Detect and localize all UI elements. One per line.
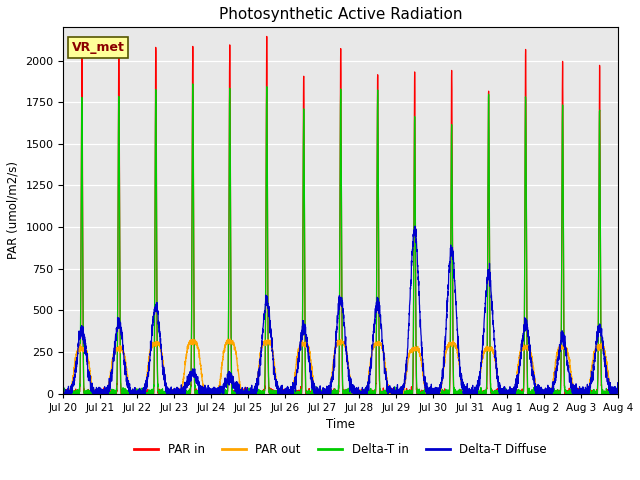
Text: VR_met: VR_met: [72, 41, 125, 54]
Delta-T in: [614, 390, 621, 396]
PAR out: [227, 336, 234, 342]
PAR out: [497, 389, 504, 395]
Line: PAR in: PAR in: [63, 36, 618, 394]
Legend: PAR in, PAR out, Delta-T in, Delta-T Diffuse: PAR in, PAR out, Delta-T in, Delta-T Dif…: [130, 439, 552, 461]
Delta-T Diffuse: [614, 389, 621, 395]
PAR in: [435, 391, 442, 396]
X-axis label: Time: Time: [326, 418, 355, 431]
Delta-T in: [614, 391, 622, 396]
Line: Delta-T Diffuse: Delta-T Diffuse: [63, 226, 618, 394]
Delta-T Diffuse: [465, 388, 473, 394]
PAR out: [614, 389, 622, 395]
Delta-T in: [435, 388, 442, 394]
Delta-T in: [320, 390, 328, 396]
Y-axis label: PAR (umol/m2/s): PAR (umol/m2/s): [7, 161, 20, 259]
PAR in: [159, 391, 167, 396]
Delta-T in: [497, 388, 504, 394]
Delta-T Diffuse: [320, 390, 328, 396]
Delta-T Diffuse: [60, 391, 67, 396]
Delta-T in: [465, 391, 473, 396]
Delta-T Diffuse: [614, 386, 622, 392]
Line: Delta-T in: Delta-T in: [63, 84, 618, 394]
PAR in: [60, 391, 67, 396]
PAR in: [263, 34, 271, 39]
PAR out: [435, 391, 442, 396]
Title: Photosynthetic Active Radiation: Photosynthetic Active Radiation: [219, 7, 462, 22]
PAR out: [614, 390, 621, 396]
Delta-T Diffuse: [435, 391, 442, 396]
PAR in: [60, 387, 67, 393]
Line: PAR out: PAR out: [63, 339, 618, 394]
PAR in: [497, 389, 504, 395]
Delta-T Diffuse: [159, 369, 167, 375]
Delta-T Diffuse: [497, 385, 504, 391]
PAR out: [60, 391, 67, 396]
PAR out: [320, 390, 328, 396]
Delta-T in: [189, 81, 196, 87]
PAR out: [159, 360, 167, 366]
Delta-T Diffuse: [411, 223, 419, 229]
PAR in: [614, 391, 621, 396]
PAR in: [614, 389, 622, 395]
PAR in: [465, 391, 473, 396]
Delta-T in: [159, 390, 167, 396]
PAR out: [465, 390, 473, 396]
Delta-T in: [60, 391, 67, 396]
PAR in: [320, 391, 328, 396]
